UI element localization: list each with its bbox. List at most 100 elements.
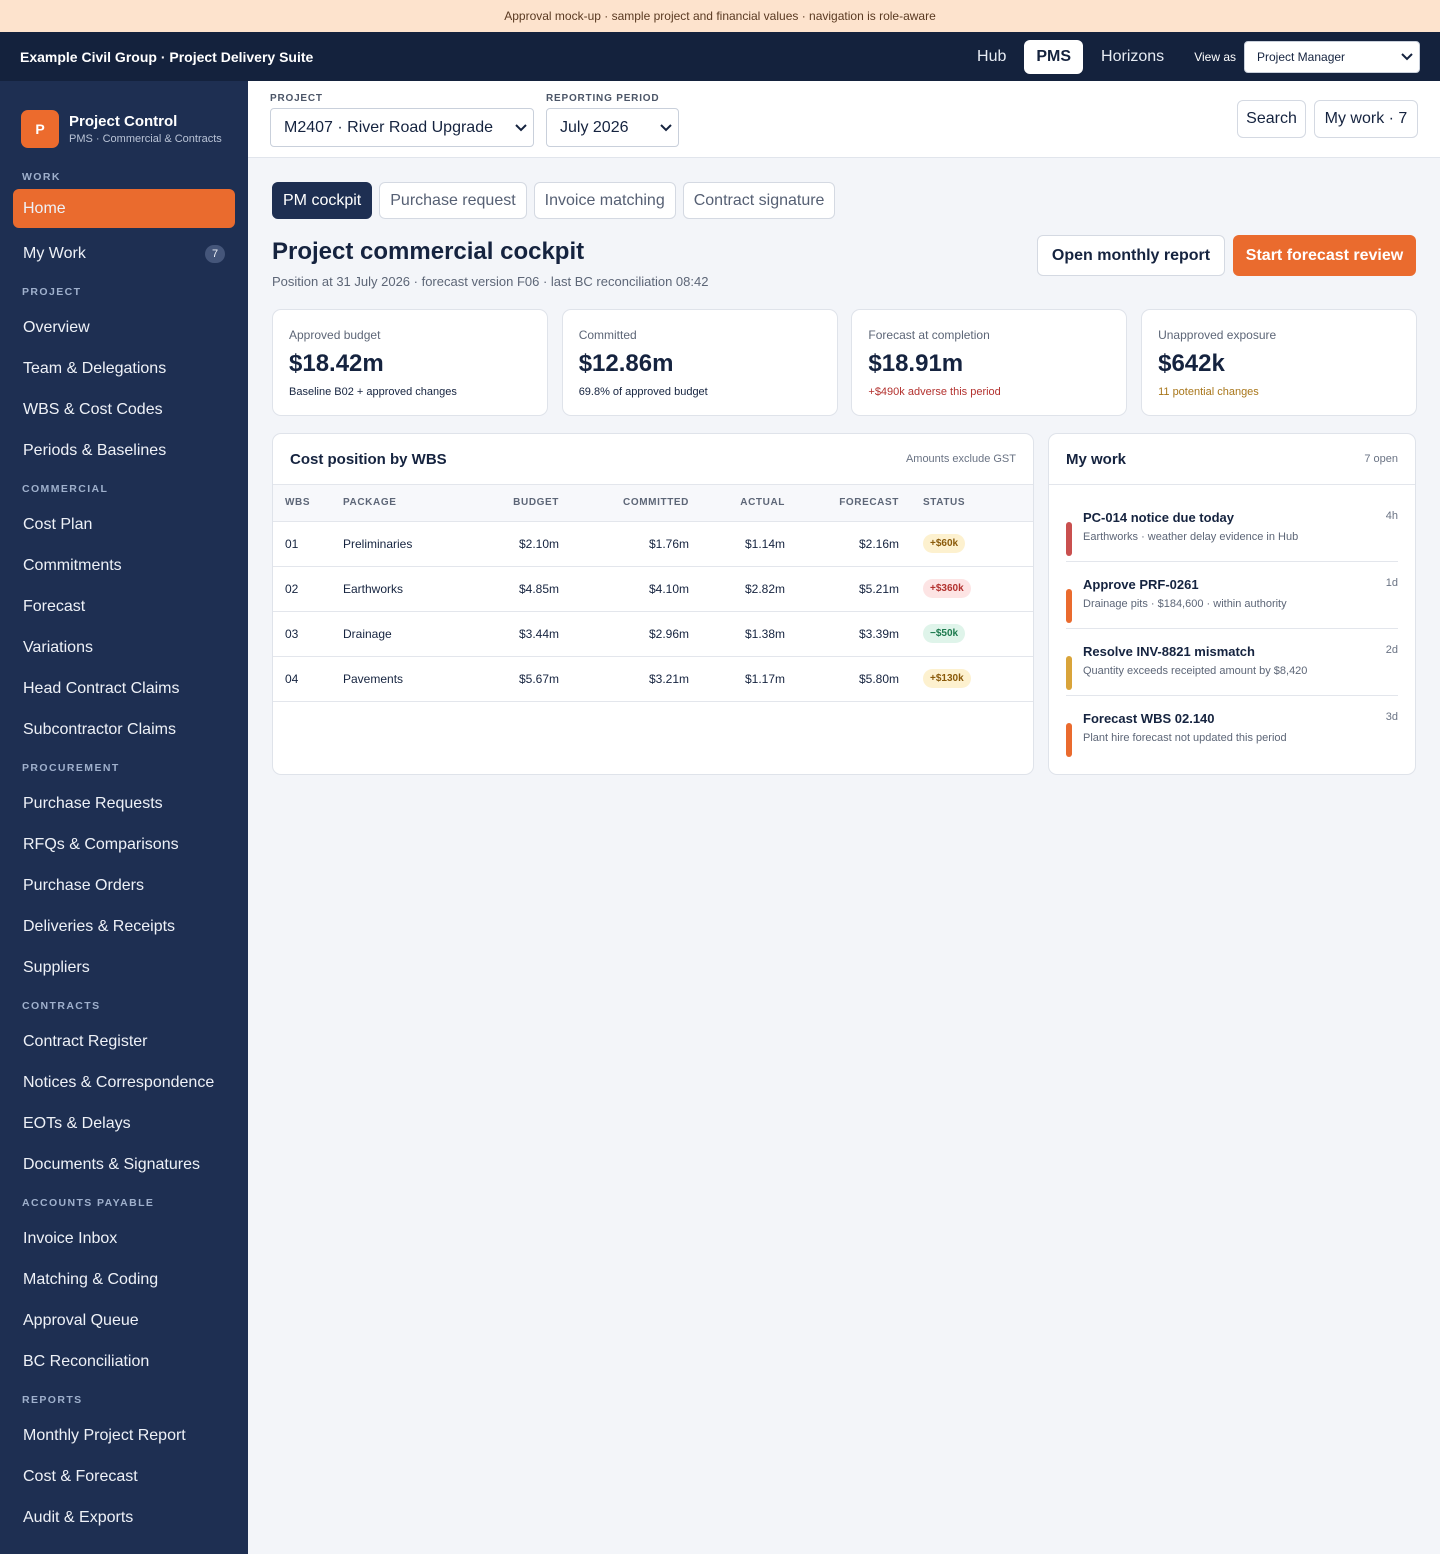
nav-label: Deliveries & Receipts [23,917,176,935]
nav-label: Home [23,199,66,217]
nav-heading: ACCOUNTS PAYABLE [22,1197,155,1209]
period-value: July 2026 [560,118,629,136]
tab[interactable]: Invoice matching [533,182,676,219]
nav-label: EOTs & Delays [23,1114,131,1132]
app-tab[interactable]: Hub [977,47,1007,65]
nav-item[interactable]: Invoice Inbox [13,1218,235,1259]
role-select[interactable]: Project Manager [1244,40,1420,73]
nav-item[interactable]: My Work 7 [13,233,235,274]
nav: WORK Home My Work 7 PROJECT Overview Team & De… [0,159,248,1538]
search-button[interactable]: Search [1237,100,1306,138]
nav-label: Approval Queue [23,1311,139,1329]
nav-item[interactable]: Purchase Orders [13,865,235,906]
table-body: 01 Preliminaries $2.10m $1.76m $1.14m $2.16m +… [273,521,1033,702]
priority-bar [1066,589,1072,623]
nav-item[interactable]: Monthly Project Report [13,1415,235,1456]
sidebar-title: Project Control [69,113,178,130]
nav-item[interactable]: Notices & Correspondence [13,1062,235,1103]
chevron [660,123,672,131]
nav-item[interactable]: Suppliers [13,947,235,988]
nav-item[interactable]: Subcontractor Claims [13,709,235,750]
column-header: FORECAST [797,485,911,522]
nav-item[interactable]: Audit & Exports [13,1497,235,1538]
nav-item[interactable]: Home [13,189,235,228]
kpi-value: $18.42m [289,350,384,377]
nav-label: Overview [23,318,90,336]
page-subtitle: Position at 31 July 2026 · forecast vers… [272,274,709,289]
nav-item[interactable]: Periods & Baselines [13,430,235,471]
nav-label: Notices & Correspondence [23,1073,215,1091]
nav-item[interactable]: Cost Plan [13,504,235,545]
table-cell: Drainage [331,611,461,657]
nav-item[interactable]: Approval Queue [13,1300,235,1341]
column-header: STATUS [911,485,1033,522]
nav-item[interactable]: Overview [13,307,235,348]
work-item[interactable]: Forecast WBS 02.140 Plant hire forecast n… [1066,696,1398,763]
nav-item[interactable]: Cost & Forecast [13,1456,235,1497]
nav-item[interactable]: Documents & Signatures [13,1144,235,1185]
nav-badge: 7 [205,244,225,263]
role-value: Project Manager [1257,49,1346,64]
sidebar-header: P Project Control PMS · Commercial & Cont… [0,81,248,159]
nav-item[interactable]: WBS & Cost Codes [13,389,235,430]
nav-item[interactable]: BC Reconciliation [13,1341,235,1382]
work-item[interactable]: PC-014 notice due today Earthworks · weat… [1066,495,1398,562]
work-title: Approve PRF-0261 [1083,577,1199,592]
secondary-action[interactable]: Open monthly report [1037,235,1225,276]
nav-item[interactable]: Deliveries & Receipts [13,906,235,947]
nav-item[interactable]: Variations [13,627,235,668]
tab[interactable]: Purchase request [379,182,527,219]
table-cell: $2.10m [461,521,571,567]
nav-item[interactable]: Purchase Requests [13,783,235,824]
nav-item[interactable]: Forecast [13,586,235,627]
column-header: PACKAGE [331,485,461,522]
nav-label: Subcontractor Claims [23,720,176,738]
nav-label: Commitments [23,556,122,574]
period-select[interactable]: July 2026 [546,108,679,147]
primary-action[interactable]: Start forecast review [1233,235,1416,276]
table-row: 01 Preliminaries $2.10m $1.76m $1.14m $2.16m +… [273,521,1033,567]
nav-item[interactable]: Matching & Coding [13,1259,235,1300]
table-row: 02 Earthworks $4.85m $4.10m $2.82m $5.21m +$36… [273,566,1033,612]
brand: Example Civil Group · Project Delivery S… [20,48,314,65]
nav-label: Cost & Forecast [23,1467,138,1485]
table-cell: $1.38m [701,611,797,657]
nav-item[interactable]: RFQs & Comparisons [13,824,235,865]
my-work-button[interactable]: My work · 7 [1314,100,1418,138]
nav-item[interactable]: Head Contract Claims [13,668,235,709]
app-tab[interactable]: Horizons [1101,47,1165,65]
card-header: Cost position by WBS Amounts exclude GST [273,434,1033,485]
chevron [1401,52,1413,60]
work-title: PC-014 notice due today [1083,510,1234,525]
work-item[interactable]: Approve PRF-0261 Drainage pits · $184,600… [1066,562,1398,629]
nav-item[interactable]: Commitments [13,545,235,586]
nav-label: Matching & Coding [23,1270,159,1288]
table-cell: $5.80m [797,656,911,702]
kpi-card: Approved budget $18.42m Baseline B02 + app… [272,309,548,416]
table-cell: $3.21m [571,656,701,702]
tab[interactable]: Contract signature [682,182,836,219]
nav-heading: PROJECT [22,286,82,298]
table-cell: $4.85m [461,566,571,612]
tabs: PM cockpit Purchase request Invoice matchi… [272,182,842,219]
work-item[interactable]: Resolve INV-8821 mismatch Quantity exceed… [1066,629,1398,696]
table-cell: $4.10m [571,566,701,612]
project-select[interactable]: M2407 · River Road Upgrade [270,108,534,147]
nav-heading: COMMERCIAL [22,483,109,495]
tab[interactable]: PM cockpit [272,182,373,219]
sidebar: P Project Control PMS · Commercial & Cont… [0,81,248,1554]
table-cell: Preliminaries [331,521,461,567]
kpi-value: $12.86m [578,350,674,377]
table-cell: +$360k [911,566,1033,612]
app-tab[interactable]: PMS [1024,39,1084,74]
table-cell: $1.76m [571,521,701,567]
nav-item[interactable]: Team & Delegations [13,348,235,389]
work-detail: Drainage pits · $184,600 · within author… [1083,598,1287,610]
table-cell: $1.17m [701,656,797,702]
nav-label: Team & Delegations [23,359,167,377]
kpi-label: Approved budget [289,328,381,342]
kpi-note: +$490k adverse this period [868,386,1001,398]
nav-item[interactable]: EOTs & Delays [13,1103,235,1144]
nav-item[interactable]: Contract Register [13,1021,235,1062]
